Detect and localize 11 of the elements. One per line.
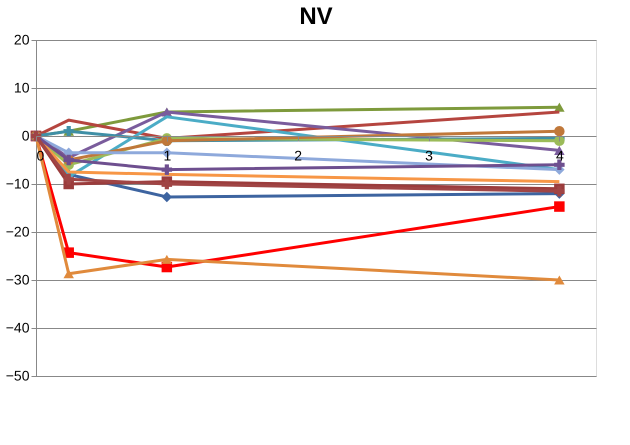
y-tick-label: 10 xyxy=(14,80,30,96)
x-tick-label: 1 xyxy=(163,148,172,164)
y-tick-label: −50 xyxy=(6,368,30,384)
chart-title: NV xyxy=(299,3,333,30)
y-tick-label: −30 xyxy=(6,272,30,288)
y-tick-label: −40 xyxy=(6,320,30,336)
x-tick-label: 2 xyxy=(294,148,302,164)
y-tick-label: 0 xyxy=(22,128,30,144)
y-tick-label: −20 xyxy=(6,224,30,240)
y-tick-label: −10 xyxy=(6,176,30,192)
y-tick-label: 20 xyxy=(14,32,30,48)
